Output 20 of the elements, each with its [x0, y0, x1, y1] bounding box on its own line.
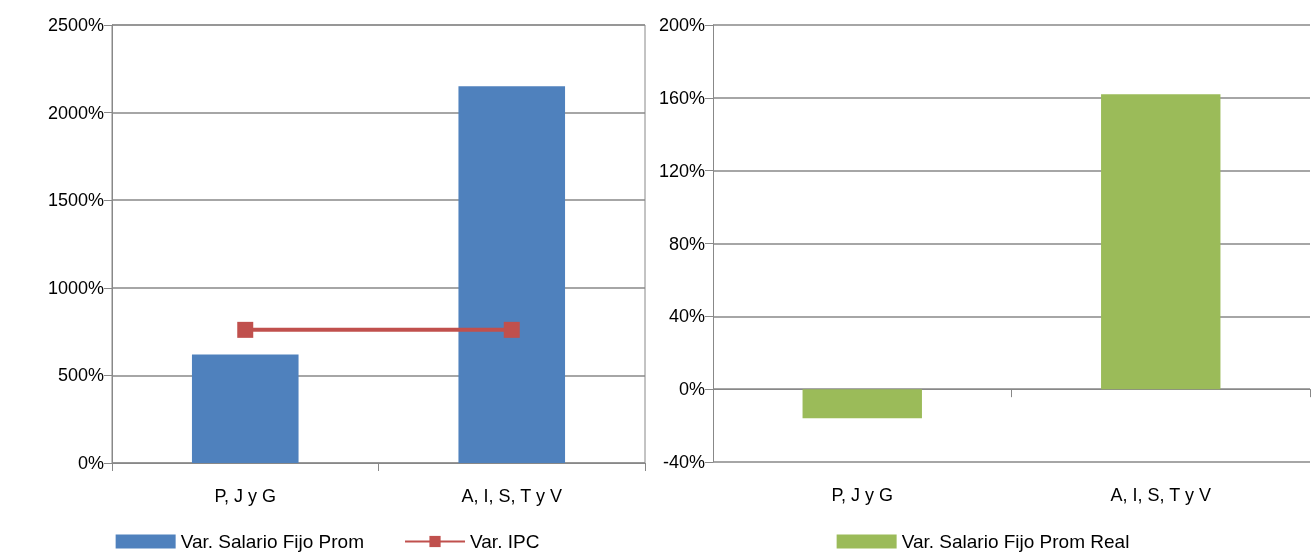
y-tick-label: 1500% — [47, 190, 104, 211]
x-tick-label: A, I, S, T y V — [461, 486, 562, 506]
y-tick-label: -40% — [662, 452, 705, 472]
y-tick-label: 0% — [77, 453, 104, 473]
y-tick-label: 500% — [57, 365, 104, 386]
y-tick-label: 0% — [678, 379, 705, 400]
y-tick-label: 120% — [658, 160, 705, 181]
y-tick-label: 40% — [668, 306, 705, 327]
legend-label: Var. IPC — [470, 531, 540, 552]
y-tick-label: 1000% — [47, 277, 104, 298]
legend-label: Var. Salario Fijo Prom — [180, 531, 365, 552]
legend-label: Var. Salario Fijo Prom Real — [901, 531, 1130, 552]
y-tick-label: 200% — [658, 15, 705, 35]
y-tick-label: 160% — [658, 87, 705, 108]
x-tick-label: P, J y G — [831, 485, 894, 505]
y-tick-label: 2000% — [47, 102, 104, 123]
x-tick-label: A, I, S, T y V — [1110, 485, 1211, 505]
x-tick-label: P, J y G — [214, 486, 277, 506]
y-tick-label: 2500% — [47, 15, 104, 35]
y-tick-label: 80% — [668, 233, 705, 254]
